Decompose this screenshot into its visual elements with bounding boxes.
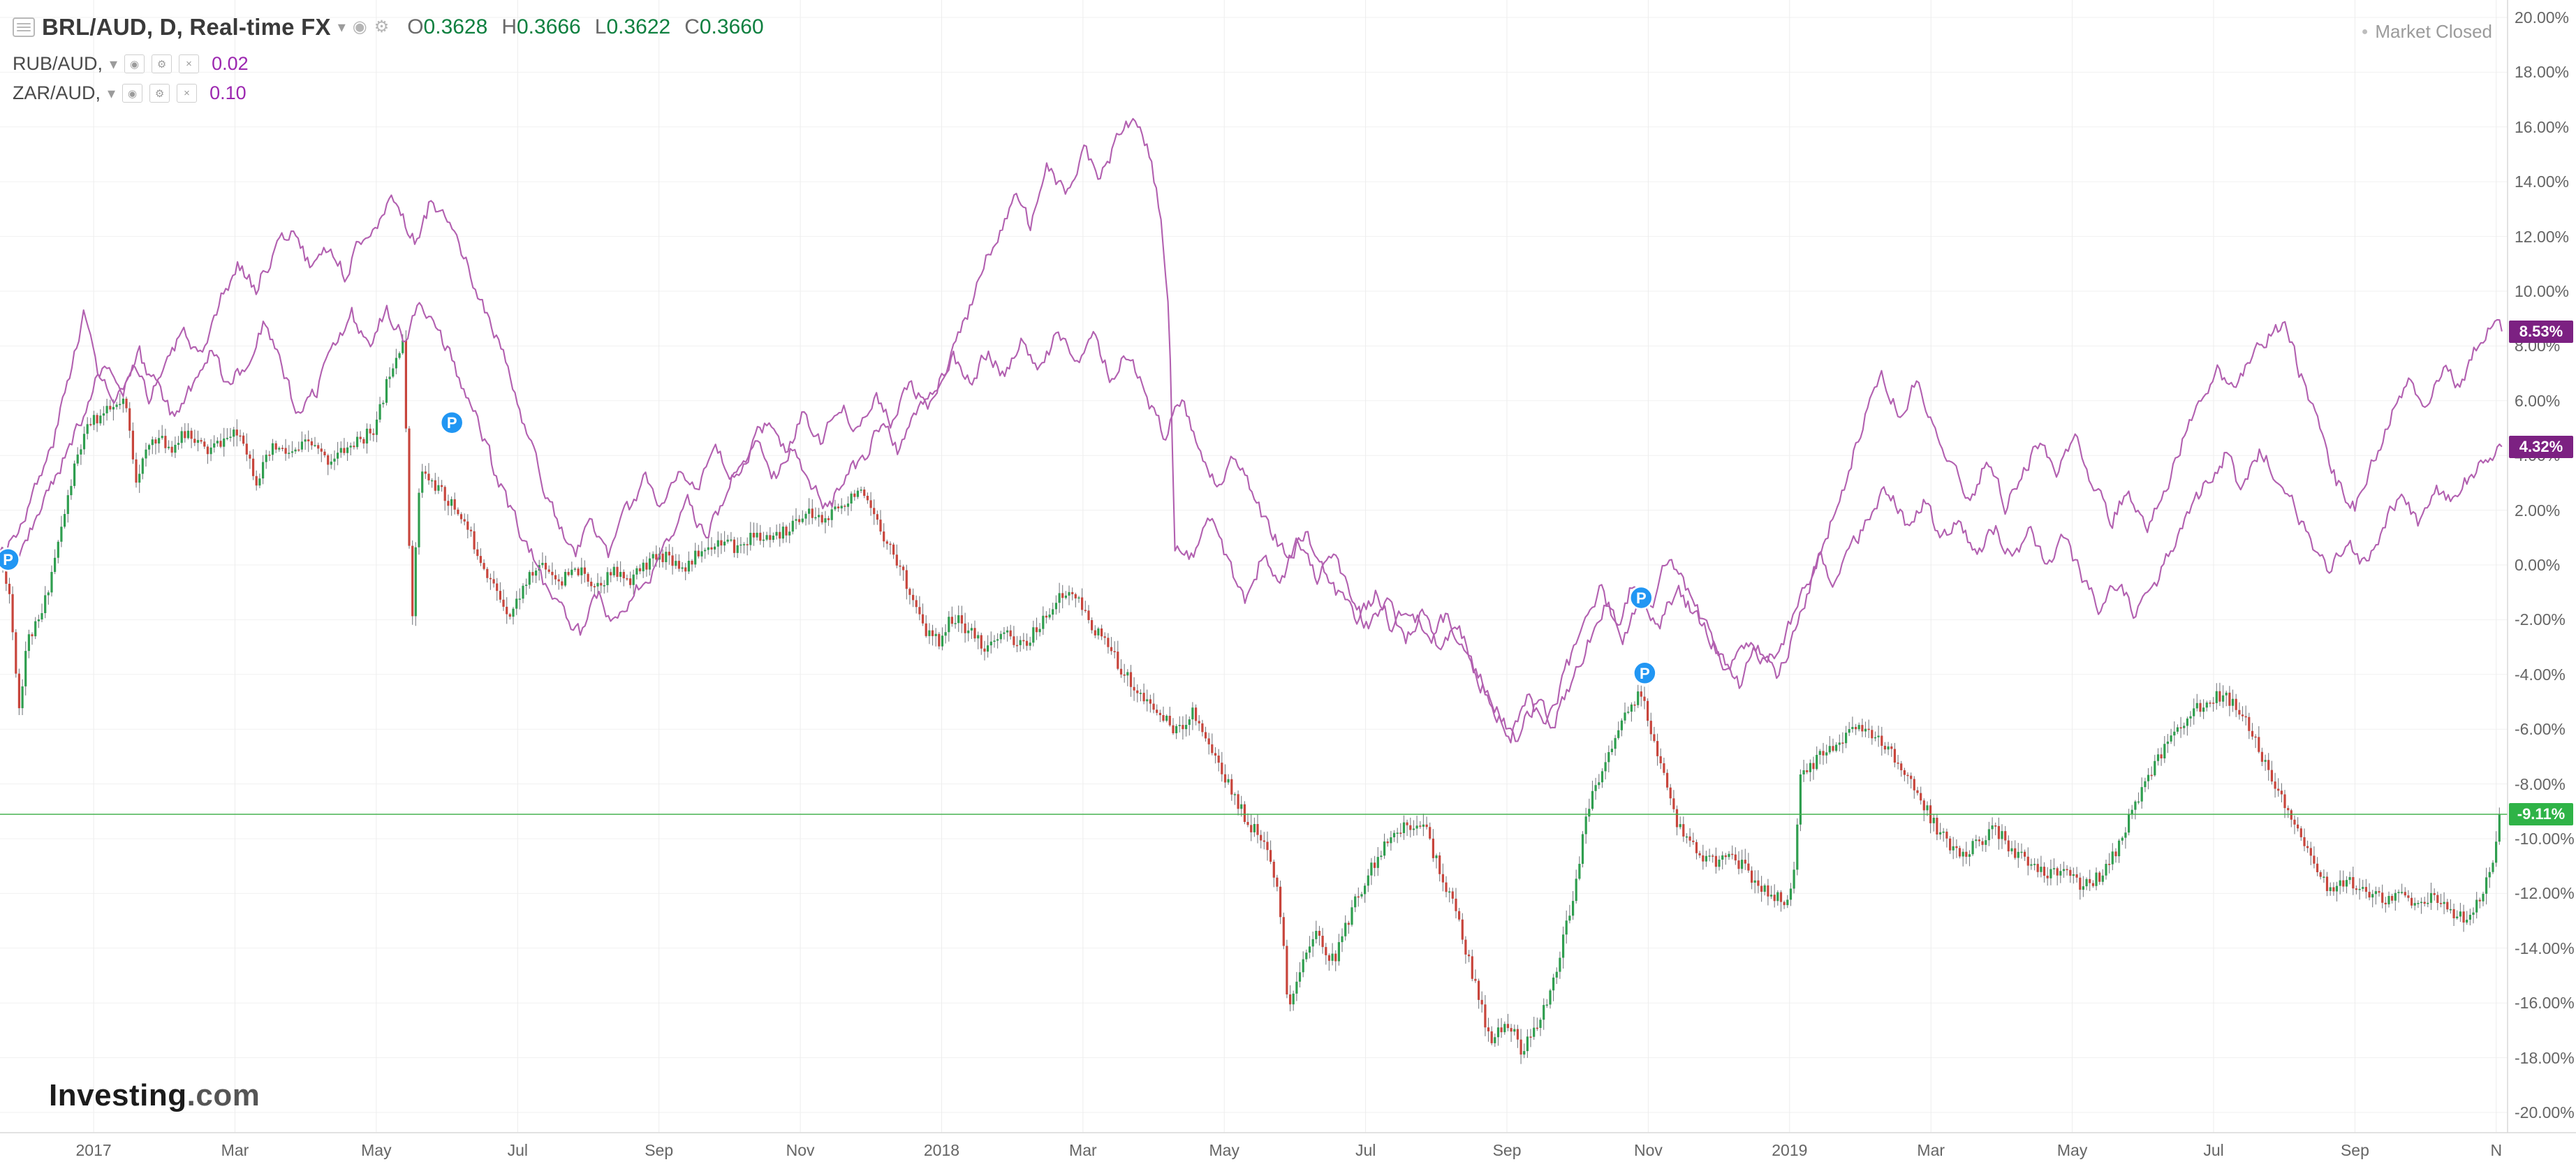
open-label: O — [407, 15, 424, 38]
price-axis-label: 6.00% — [2515, 391, 2561, 410]
symbol-menu-icon[interactable] — [13, 17, 35, 37]
price-axis-label: 20.00% — [2515, 8, 2570, 27]
event-marker-icon[interactable] — [0, 547, 20, 572]
price-axis-label: -20.00% — [2515, 1103, 2575, 1122]
time-axis-label: Sep — [1492, 1141, 1522, 1159]
time-axis-label: Jul — [507, 1141, 528, 1159]
investing-logo: Investing.com — [49, 1078, 260, 1113]
time-axis-label: Mar — [1069, 1141, 1097, 1159]
time-axis-label: May — [1209, 1141, 1239, 1159]
candles-down — [1, 340, 2481, 1055]
chevron-down-icon[interactable]: ▾ — [337, 18, 346, 36]
price-axis-label: 0.00% — [2515, 556, 2561, 574]
time-axis-label: Sep — [645, 1141, 674, 1159]
close-icon[interactable]: × — [179, 54, 200, 73]
price-axis-label: 14.00% — [2515, 172, 2570, 191]
horizontal-gridlines — [0, 17, 2508, 1113]
settings-icon[interactable]: ⚙ — [149, 84, 170, 103]
price-axis-label: -14.00% — [2515, 939, 2575, 957]
compare-line-zar-aud — [0, 302, 2503, 742]
compare-series-rub[interactable]: RUB/AUD, ▾ ◉ ⚙ × 0.02 — [13, 53, 249, 75]
main-symbol-legend[interactable]: BRL/AUD, D, Real-time FX ▾ ◉ ⚙ O0.3628 H… — [13, 14, 764, 41]
eye-icon[interactable]: ◉ — [124, 54, 145, 73]
event-marker-icon[interactable] — [1633, 661, 1657, 686]
open-value: 0.3628 — [423, 15, 488, 38]
compare-line-rub-aud — [0, 117, 2503, 744]
price-axis-label: -2.00% — [2515, 610, 2566, 629]
ohlc-readout: O0.3628 H0.3666 L0.3622 C0.3660 — [407, 15, 763, 39]
logo-tld: .com — [186, 1078, 260, 1112]
event-marker-icon[interactable] — [439, 410, 464, 435]
price-axis-label: 12.00% — [2515, 227, 2570, 246]
price-axis-label: -4.00% — [2515, 665, 2566, 684]
compare-series-zar[interactable]: ZAR/AUD, ▾ ◉ ⚙ × 0.10 — [13, 82, 246, 104]
event-marker-label: P — [1636, 589, 1647, 607]
low-label: L — [594, 15, 607, 38]
compare-symbol-label: ZAR/AUD, — [13, 82, 101, 103]
compare-symbol-value: 0.10 — [209, 82, 246, 103]
eye-icon[interactable]: ◉ — [122, 84, 143, 103]
high-value: 0.3666 — [516, 15, 581, 38]
event-marker-label: P — [3, 551, 13, 568]
symbol-title: BRL/AUD, D, Real-time FX — [42, 14, 331, 40]
time-axis-label: 2019 — [1772, 1141, 1808, 1159]
price-badge: 4.32% — [2509, 435, 2573, 458]
chevron-down-icon[interactable]: ▾ — [110, 54, 118, 73]
event-marker-label: P — [1640, 665, 1650, 682]
price-axis-label: 2.00% — [2515, 501, 2561, 520]
settings-icon[interactable]: ⚙ — [374, 17, 390, 36]
event-marker-icon[interactable] — [1629, 585, 1654, 610]
time-axis-label: Mar — [221, 1141, 249, 1159]
time-axis-label: Sep — [2340, 1141, 2369, 1159]
time-axis-label: Mar — [1917, 1141, 1945, 1159]
candle-wicks — [0, 330, 2500, 1064]
low-value: 0.3622 — [606, 15, 671, 38]
high-label: H — [501, 15, 517, 38]
close-label: C — [684, 15, 700, 38]
time-axis-label: 2017 — [75, 1141, 112, 1159]
settings-icon[interactable]: ⚙ — [152, 54, 172, 73]
price-axis-label: -16.00% — [2515, 994, 2575, 1013]
time-axis-label: Nov — [786, 1141, 815, 1159]
price-axis-label: -18.00% — [2515, 1048, 2575, 1067]
compare-symbol-value: 0.02 — [212, 53, 249, 74]
close-value: 0.3660 — [699, 15, 764, 38]
chevron-down-icon[interactable]: ▾ — [108, 84, 116, 102]
price-axis-label: -12.00% — [2515, 884, 2575, 903]
time-axis-label: Nov — [1633, 1141, 1663, 1159]
market-status: ● Market Closed — [2362, 21, 2492, 43]
time-axis-label: Jul — [2203, 1141, 2224, 1159]
compare-symbol-label: RUB/AUD, — [13, 53, 103, 74]
candles-up — [0, 340, 2501, 1055]
price-badge: -9.11% — [2509, 803, 2573, 826]
eye-icon[interactable]: ◉ — [352, 17, 367, 36]
price-axis[interactable]: 20.00% 18.00% 16.00% 14.00% 12.00% 10.00% 8.00… — [2508, 0, 2576, 1133]
axis-separator — [0, 0, 2576, 1133]
logo-brand: Investing — [49, 1078, 187, 1112]
price-badge: 8.53% — [2509, 320, 2573, 343]
market-status-text: Market Closed — [2375, 21, 2492, 42]
vertical-gridlines — [93, 0, 2497, 1133]
price-axis-label: 10.00% — [2515, 282, 2570, 300]
time-axis-label: May — [361, 1141, 392, 1159]
time-axis-label: N — [2490, 1141, 2503, 1159]
close-icon[interactable]: × — [177, 84, 198, 103]
time-axis-label: May — [2056, 1141, 2088, 1159]
price-axis-label: -8.00% — [2515, 774, 2566, 793]
time-axis-label: 2018 — [923, 1141, 960, 1159]
price-axis-label: 16.00% — [2515, 117, 2570, 136]
time-axis[interactable]: 2017 Mar May Jul Sep Nov 2018 Mar May Jul Sep Nov 20… — [0, 1133, 2576, 1169]
price-axis-label: -6.00% — [2515, 720, 2566, 739]
price-axis-label: 18.00% — [2515, 63, 2570, 82]
price-axis-label: -10.00% — [2515, 830, 2575, 848]
status-dot-icon: ● — [2361, 25, 2369, 38]
event-marker-label: P — [447, 414, 457, 432]
time-axis-label: Jul — [1355, 1141, 1376, 1159]
